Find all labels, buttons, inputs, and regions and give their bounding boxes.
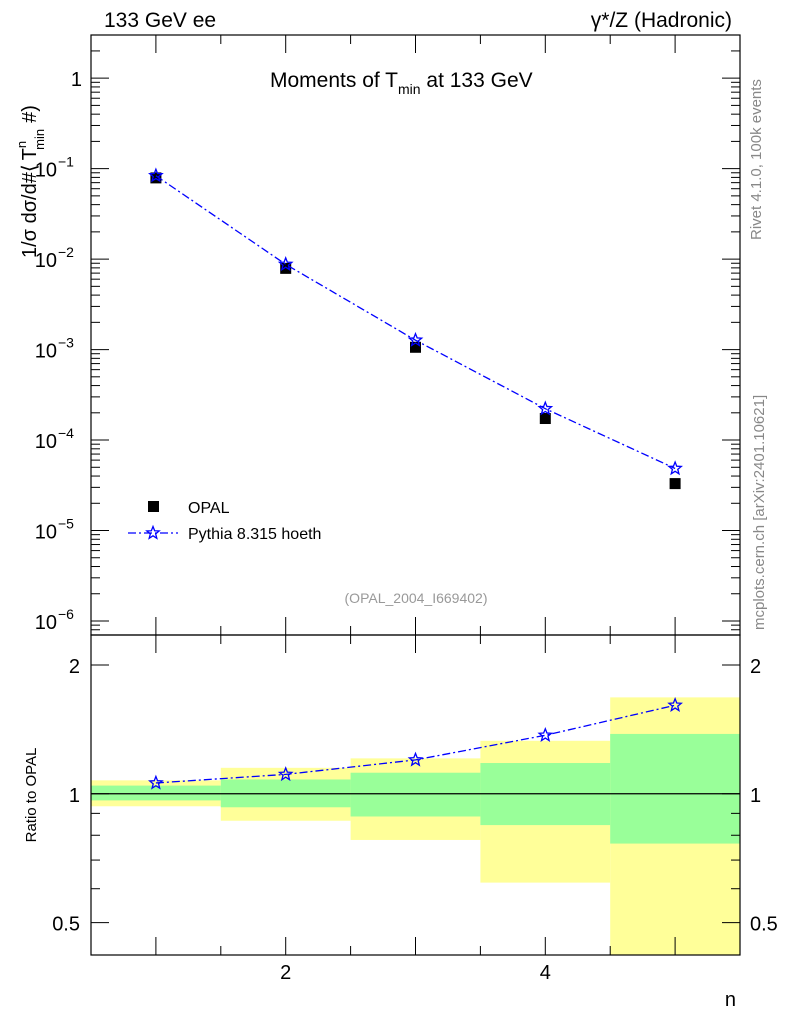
ratio-y-tick-label-right: 0.5 (750, 914, 778, 936)
y-axis-label: 1/σ dσ/d#⟨ Tn min #) (14, 105, 47, 258)
opal-point (410, 341, 421, 353)
y-tick-label: 10 (35, 250, 57, 272)
y-axis-label-angle: ⟨ (19, 164, 41, 172)
uncertainty-band-inner (610, 733, 740, 844)
y-axis-label-sup: n (14, 141, 29, 148)
ratio-mc-point (537, 726, 554, 742)
legend-mc-label: Pythia 8.315 hoeth (188, 526, 321, 543)
y-tick-label: 10 (35, 431, 57, 453)
ratio-y-tick-label-left: 0.5 (52, 914, 80, 936)
ratio-mc-point (148, 774, 164, 790)
y-tick-exponent: −3 (58, 335, 74, 351)
y-tick-exponent: −4 (58, 425, 74, 441)
ratio-panel: 0.5 0.5 1 1 2 2 2 4 n Ratio to OPAL (23, 634, 778, 1011)
y-tick-exponent: −1 (58, 154, 74, 170)
ratio-mc-point (667, 696, 683, 712)
ratio-y-tick-label-left: 2 (69, 656, 80, 678)
mc-point (277, 256, 294, 272)
opal-point (280, 262, 292, 274)
ratio-y-axis-label: Ratio to OPAL (23, 748, 40, 843)
chart-title-tail: at 133 GeV (421, 69, 533, 92)
mc-line (155, 175, 676, 470)
header-left-label: 133 GeV ee (104, 9, 216, 32)
x-axis-label: n (725, 989, 736, 1011)
y-tick-label: 1 (71, 69, 82, 91)
uncertainty-band-inner (350, 772, 481, 817)
y-tick-label: 10 (35, 160, 57, 182)
ratio-y-tick-label-left: 1 (69, 785, 80, 807)
opal-point (539, 413, 551, 425)
mc-point (667, 460, 683, 476)
chart-title: Moments of Tmin at 133 GeV (270, 69, 533, 97)
ratio-y-tick-label-right: 1 (750, 785, 761, 807)
mcplots-label: mcplots.cern.ch [arXiv:2401.10621] (751, 395, 768, 630)
y-axis-label-main: 1/σ dσ/d# (19, 171, 41, 258)
y-tick-label: 10 (35, 612, 57, 634)
header-right-label: γ*/Z (Hadronic) (591, 9, 732, 32)
analysis-id: (OPAL_2004_I669402) (345, 590, 488, 606)
ratio-x-tick-label: 2 (280, 962, 291, 984)
ratio-mc-point (277, 766, 294, 782)
uncertainty-band-inner (91, 785, 221, 801)
y-tick-exponent: −2 (58, 244, 74, 260)
y-axis-label-t: T (19, 148, 41, 160)
chart-title-sub: min (398, 81, 421, 97)
legend-opal-label: OPAL (188, 500, 230, 517)
y-tick-exponent: −5 (58, 516, 74, 532)
y-axis-label-sub: min (32, 129, 47, 150)
rivet-label: Rivet 4.1.0, 100k events (748, 79, 765, 240)
ratio-x-tick-label: 4 (540, 962, 551, 984)
mc-point (148, 167, 164, 183)
y-axis-label-tail: #) (19, 105, 41, 123)
ratio-mc-line (155, 704, 676, 784)
y-tick-label: 10 (35, 341, 57, 363)
y-tick-label: 10 (35, 522, 57, 544)
ratio-mc-point (407, 751, 424, 767)
mc-point (407, 331, 424, 347)
legend-opal-marker (148, 501, 159, 512)
chart-title-main: Moments of T (270, 69, 398, 92)
opal-point (669, 478, 681, 490)
y-tick-exponent: −6 (58, 606, 74, 622)
ratio-y-tick-label-right: 2 (750, 656, 761, 678)
legend-mc-marker (145, 524, 161, 540)
mc-point (537, 400, 554, 416)
